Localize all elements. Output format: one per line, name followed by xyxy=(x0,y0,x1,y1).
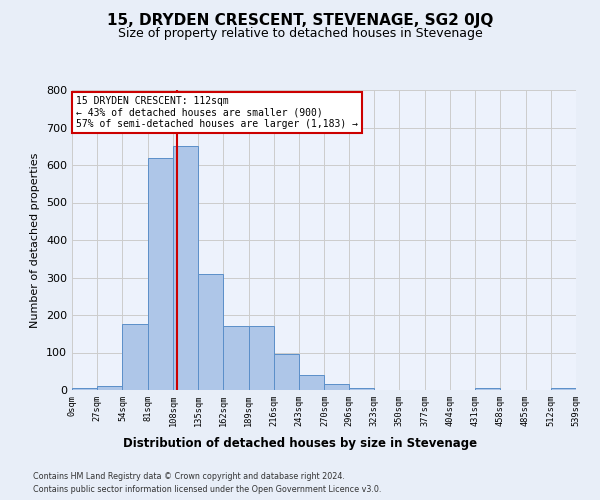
Bar xyxy=(274,354,299,390)
Bar xyxy=(97,386,122,390)
Bar xyxy=(173,146,198,390)
Bar xyxy=(198,274,223,390)
Text: Contains HM Land Registry data © Crown copyright and database right 2024.: Contains HM Land Registry data © Crown c… xyxy=(33,472,345,481)
Bar xyxy=(325,384,349,390)
Text: 15 DRYDEN CRESCENT: 112sqm
← 43% of detached houses are smaller (900)
57% of sem: 15 DRYDEN CRESCENT: 112sqm ← 43% of deta… xyxy=(76,96,358,129)
Text: Size of property relative to detached houses in Stevenage: Size of property relative to detached ho… xyxy=(118,28,482,40)
Bar xyxy=(223,326,249,390)
Bar xyxy=(299,375,325,390)
Bar xyxy=(72,388,97,390)
Text: Distribution of detached houses by size in Stevenage: Distribution of detached houses by size … xyxy=(123,438,477,450)
Bar xyxy=(122,324,148,390)
Y-axis label: Number of detached properties: Number of detached properties xyxy=(31,152,40,328)
Bar xyxy=(475,388,500,390)
Bar xyxy=(249,326,274,390)
Text: 15, DRYDEN CRESCENT, STEVENAGE, SG2 0JQ: 15, DRYDEN CRESCENT, STEVENAGE, SG2 0JQ xyxy=(107,12,493,28)
Bar xyxy=(551,388,576,390)
Bar xyxy=(349,388,374,390)
Text: Contains public sector information licensed under the Open Government Licence v3: Contains public sector information licen… xyxy=(33,485,382,494)
Bar xyxy=(148,158,173,390)
